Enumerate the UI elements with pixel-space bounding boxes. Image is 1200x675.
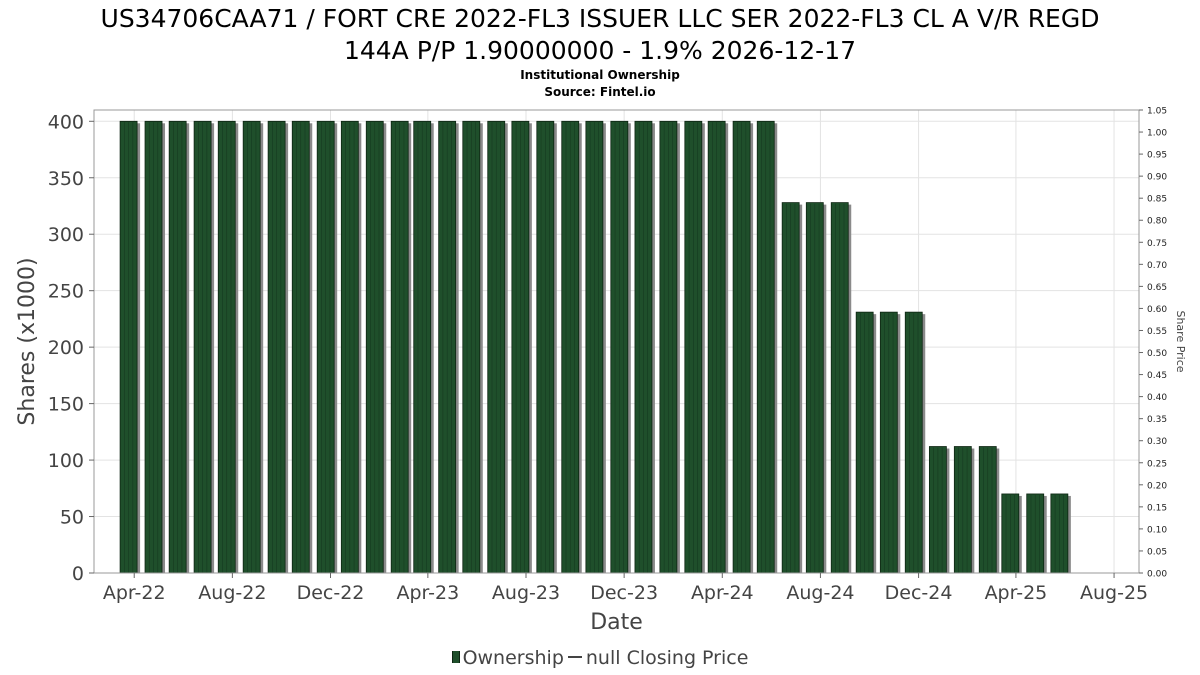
plot-area-frame <box>93 109 1140 574</box>
x-axis-ticks: Apr-22 Aug-22 Dec-22 Apr-23 Aug-23 Dec-23 Apr-… <box>103 573 1148 604</box>
y-tick-label: 0 <box>72 563 84 585</box>
y2-tick-label: 0.65 <box>1147 283 1167 293</box>
chart-legend: Ownership null Closing Price <box>0 647 1200 669</box>
x-tick-label: Dec-22 <box>297 582 365 604</box>
x-tick-label: Aug-22 <box>198 582 266 604</box>
y2-tick-label: 0.50 <box>1147 349 1167 359</box>
y2-tick-label: 0.25 <box>1147 459 1167 469</box>
y2-tick-label: 0.10 <box>1147 525 1167 535</box>
x-tick-label: Aug-24 <box>786 582 854 604</box>
x-tick-label: Apr-25 <box>985 582 1048 604</box>
chart-title-line-2: 144A P/P 1.90000000 - 1.9% 2026-12-17 <box>343 36 857 65</box>
y-tick-label: 150 <box>48 394 84 416</box>
y2-tick-label: 0.20 <box>1147 481 1167 491</box>
bars <box>119 120 1071 574</box>
y2-tick-label: 0.00 <box>1147 570 1167 580</box>
y2-tick-label: 0.40 <box>1147 393 1167 403</box>
x-axis-label: Date <box>590 610 643 635</box>
y2-tick-label: 0.15 <box>1147 503 1167 513</box>
y2-tick-label: 0.55 <box>1147 327 1167 337</box>
ownership-legend-swatch <box>451 651 460 663</box>
chart-source: Source: Fintel.io <box>544 85 656 99</box>
y-tick-label: 400 <box>48 111 84 133</box>
y2-tick-label: 0.60 <box>1147 305 1167 315</box>
y2-tick-label: 0.85 <box>1147 195 1167 205</box>
x-tick-label: Dec-23 <box>590 582 658 604</box>
y2-tick-label: 0.95 <box>1147 151 1167 161</box>
y2-tick-label: 0.80 <box>1147 217 1167 227</box>
legend-closing-price-label: null Closing Price <box>585 647 749 669</box>
x-tick-label: Apr-24 <box>691 582 754 604</box>
x-tick-label: Apr-23 <box>397 582 460 604</box>
x-tick-label: Dec-24 <box>885 582 953 604</box>
y2-tick-label: 0.45 <box>1147 371 1167 381</box>
y2-tick-label: 0.70 <box>1147 261 1167 271</box>
y-tick-label: 300 <box>48 224 84 246</box>
y2-tick-label: 0.30 <box>1147 437 1167 447</box>
chart-title-line-1: US34706CAA71 / FORT CRE 2022-FL3 ISSUER … <box>100 4 1100 33</box>
y-tick-label: 350 <box>48 168 84 190</box>
x-tick-label: Apr-22 <box>103 582 166 604</box>
y-tick-label: 100 <box>48 450 84 472</box>
y2-axis-ticks: 0.00 0.05 0.10 0.15 0.20 0.25 0.30 0.35 0.40 0.45… <box>1139 107 1167 580</box>
y-tick-label: 50 <box>60 507 84 529</box>
y-tick-label: 200 <box>48 337 84 359</box>
closing-price-legend-line <box>567 656 582 658</box>
y2-tick-label: 1.00 <box>1147 129 1167 139</box>
y-tick-label: 250 <box>48 281 84 303</box>
y2-tick-label: 1.05 <box>1147 107 1167 117</box>
y2-tick-label: 0.75 <box>1147 239 1167 249</box>
chart-subtitle: Institutional Ownership <box>520 68 680 82</box>
x-tick-label: Aug-23 <box>492 582 560 604</box>
y-axis-ticks: 0 50 100 150 200 250 300 350 400 <box>48 111 94 585</box>
y2-tick-label: 0.35 <box>1147 415 1167 425</box>
y2-tick-label: 0.05 <box>1147 547 1167 557</box>
y2-tick-label: 0.90 <box>1147 173 1167 183</box>
x-tick-label: Aug-25 <box>1080 582 1148 604</box>
legend-ownership-label: Ownership <box>462 647 564 669</box>
y-axis-label: Shares (x1000) <box>15 257 40 425</box>
y2-axis-label: Share Price <box>1174 310 1187 372</box>
